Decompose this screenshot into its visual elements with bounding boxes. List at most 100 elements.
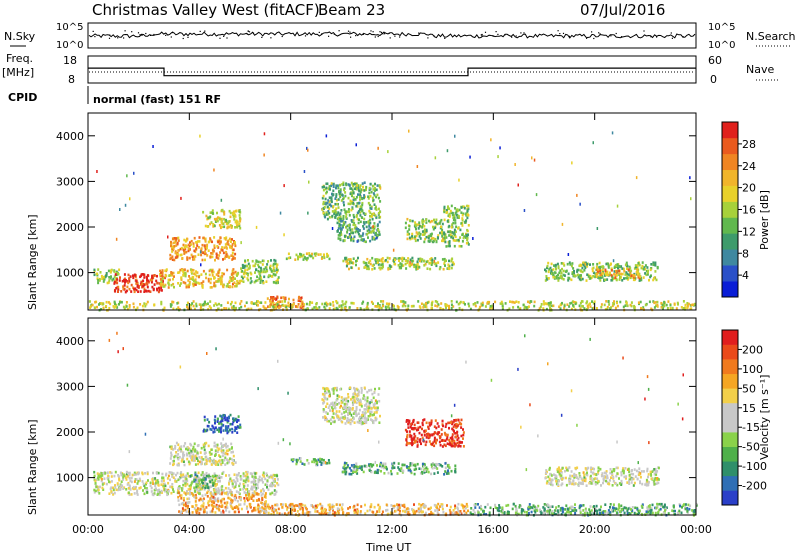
range-gate-cell [244, 474, 247, 478]
range-gate-cell [336, 403, 339, 406]
range-gate-cell [311, 252, 313, 256]
range-gate-cell [235, 284, 238, 288]
range-gate-cell [264, 270, 267, 274]
range-gate-cell [423, 240, 426, 244]
range-gate-cell [184, 272, 187, 276]
range-gate-cell [221, 419, 224, 422]
range-gate-cell [599, 269, 602, 273]
range-gate-cell [219, 414, 222, 418]
range-gate-cell [591, 267, 594, 271]
scatter-echo-cell [115, 237, 118, 241]
range-gate-cell [360, 235, 363, 238]
range-gate-cell [368, 186, 371, 190]
range-gate-cell [359, 198, 361, 201]
range-gate-cell [200, 456, 203, 459]
range-gate-cell [451, 433, 454, 436]
range-gate-cell [127, 471, 129, 475]
range-gate-cell [117, 285, 120, 289]
range-gate-cell [170, 491, 173, 495]
range-gate-cell [220, 304, 223, 307]
range-gate-cell [447, 266, 450, 270]
range-gate-cell [234, 284, 236, 288]
range-gate-cell [245, 478, 248, 482]
range-gate-cell [370, 205, 373, 209]
range-gate-cell [321, 185, 324, 189]
range-gate-cell [234, 493, 237, 497]
range-gate-cell [407, 304, 410, 308]
noise-search-point [520, 32, 522, 34]
range-gate-cell [218, 217, 221, 221]
range-gate-cell [374, 305, 377, 308]
nsearch-label: N.Search [746, 30, 796, 43]
range-gate-cell [462, 428, 464, 431]
range-gate-cell [414, 239, 417, 243]
range-gate-cell [198, 456, 201, 459]
range-gate-cell [350, 208, 353, 212]
range-gate-cell [214, 488, 217, 491]
range-gate-cell [546, 264, 549, 268]
range-gate-cell [357, 393, 360, 397]
range-gate-cell [568, 261, 571, 264]
range-gate-cell [458, 421, 461, 425]
range-gate-cell [258, 272, 261, 275]
range-gate-cell [581, 266, 584, 270]
range-gate-cell [238, 503, 241, 507]
range-gate-cell [168, 278, 171, 282]
range-gate-cell [446, 211, 448, 214]
range-gate-cell [190, 482, 193, 485]
range-gate-cell [625, 300, 628, 303]
range-gate-cell [227, 496, 230, 500]
range-gate-cell [632, 274, 635, 277]
range-gate-cell [248, 495, 251, 499]
y-tick-label: 2000 [56, 221, 84, 234]
range-gate-cell [327, 187, 330, 190]
range-gate-cell [267, 275, 270, 279]
range-gate-cell [559, 307, 562, 310]
range-gate-cell [468, 304, 471, 308]
range-gate-cell [113, 306, 116, 309]
range-gate-cell [448, 207, 451, 210]
range-gate-cell [198, 240, 201, 243]
range-gate-cell [571, 272, 574, 275]
range-gate-cell [162, 479, 165, 482]
range-gate-cell [150, 486, 153, 490]
range-gate-cell [216, 420, 219, 423]
range-gate-cell [218, 454, 220, 457]
range-gate-cell [322, 200, 325, 204]
range-gate-cell [675, 307, 678, 310]
noise-search-point [304, 35, 307, 37]
range-gate-cell [170, 446, 173, 449]
range-gate-cell [292, 298, 295, 302]
range-gate-cell [222, 445, 224, 448]
range-gate-cell [161, 472, 164, 476]
range-gate-cell [404, 304, 407, 308]
range-gate-cell [368, 223, 371, 226]
range-gate-cell [232, 419, 235, 422]
range-gate-cell [252, 264, 255, 268]
range-gate-cell [171, 300, 174, 304]
range-gate-cell [220, 511, 223, 514]
range-gate-cell [360, 391, 363, 394]
noise-search-point [481, 33, 483, 36]
range-gate-cell [409, 462, 412, 465]
range-gate-cell [176, 302, 179, 305]
noise-search-point [338, 30, 340, 32]
range-gate-cell [629, 272, 632, 276]
scatter-echo-cell [263, 153, 265, 157]
range-gate-cell [115, 303, 118, 307]
range-gate-cell [423, 259, 426, 263]
range-gate-cell [136, 491, 139, 495]
range-gate-cell [284, 304, 287, 307]
range-gate-cell [348, 214, 351, 217]
range-gate-cell [190, 270, 193, 274]
range-gate-cell [547, 302, 550, 305]
range-gate-cell [417, 300, 420, 303]
range-gate-cell [246, 475, 249, 479]
range-gate-cell [109, 302, 112, 306]
range-gate-cell [143, 287, 146, 291]
range-gate-cell [226, 282, 229, 286]
range-gate-cell [302, 308, 305, 311]
range-gate-cell [231, 446, 233, 449]
colorbar-swatch [722, 169, 738, 186]
range-gate-cell [362, 225, 365, 228]
